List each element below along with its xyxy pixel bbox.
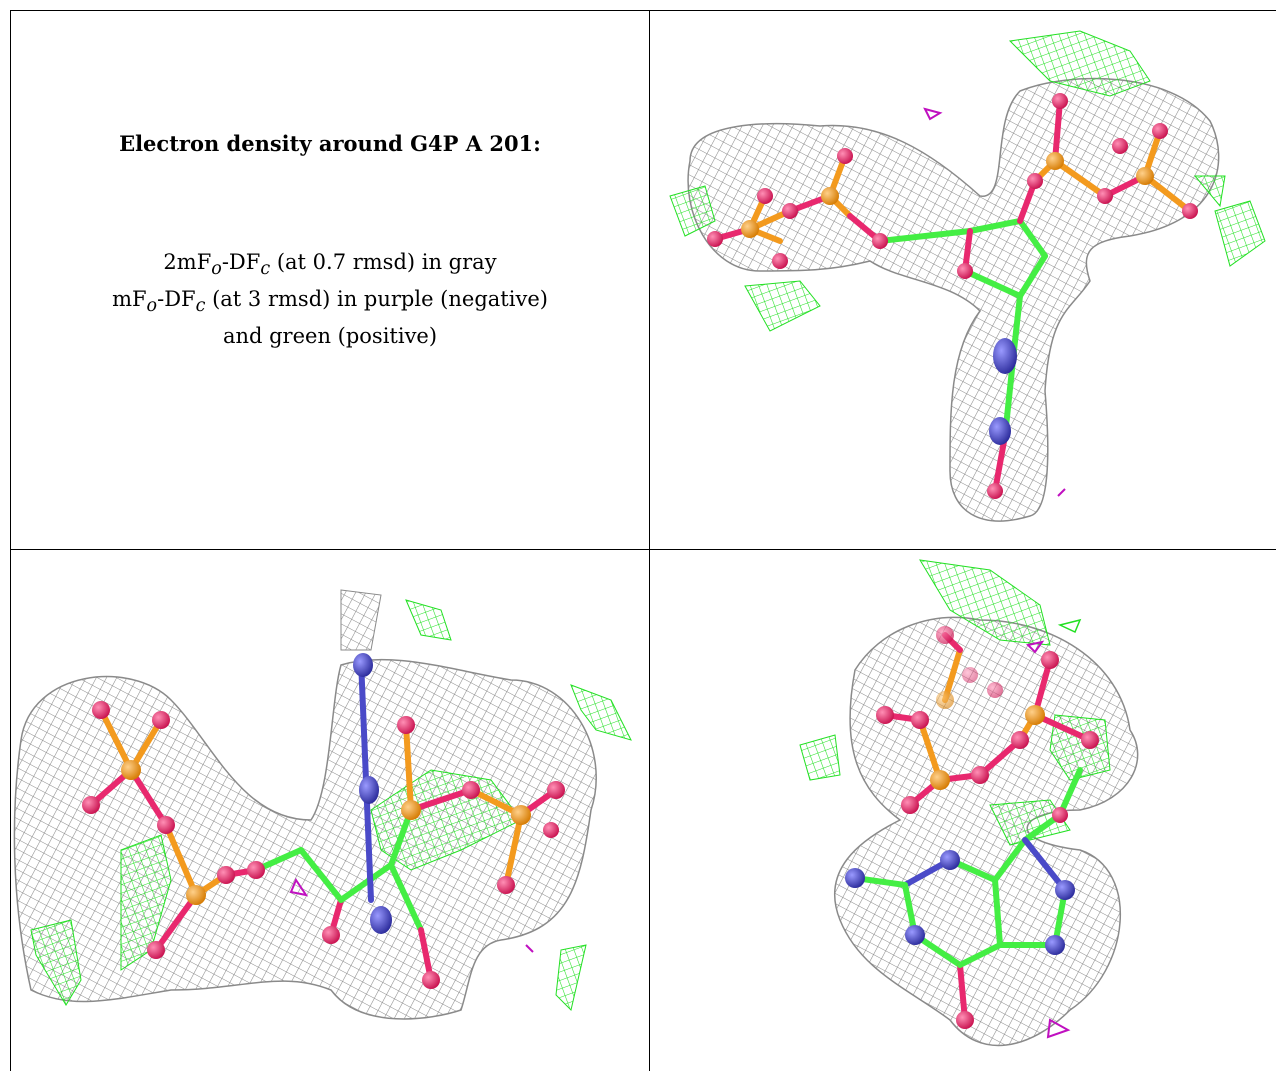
legend-line-difference: mFo-DFc (at 3 rmsd) in purple (negative)	[112, 287, 548, 317]
density-view-side	[11, 550, 649, 1071]
density-mesh-icon	[13, 589, 632, 1020]
legend-line-gray: 2mFo-DFc (at 0.7 rmsd) in gray	[163, 250, 497, 280]
ball-and-stick-molecule-icon	[669, 30, 1266, 522]
density-view-front	[650, 550, 1276, 1071]
legend-line-green: and green (positive)	[222, 324, 438, 349]
border-left	[10, 10, 11, 1071]
border-top	[10, 10, 1276, 11]
density-view-top	[650, 11, 1276, 549]
border-center	[649, 10, 650, 1071]
legend-title: Electron density around G4P A 201:	[119, 131, 541, 156]
border-middle	[10, 549, 1276, 550]
legend-lines: 2mFo-DFc (at 0.7 rmsd) in gray mFo-DFc (…	[11, 247, 649, 351]
legend-cell: Electron density around G4P A 201: 2mFo-…	[11, 11, 649, 549]
density-mesh-icon	[799, 559, 1139, 1047]
